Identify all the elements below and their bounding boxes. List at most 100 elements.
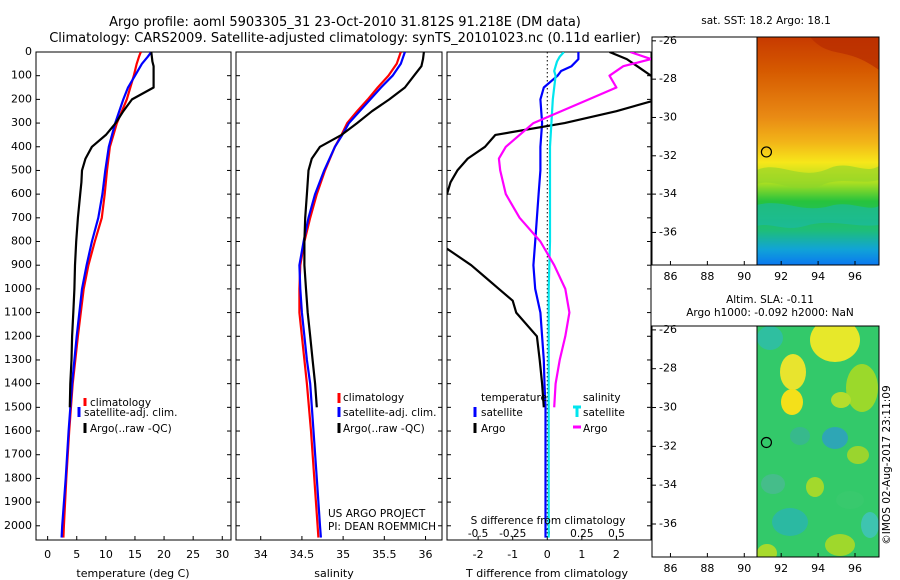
temperature-panel: 0 5 10 15 20 25 30 0 100 200 300 400 500 600 700 800 90… [4, 45, 232, 580]
series-line-satellite-adj-clim- [60, 52, 153, 538]
series-line-s-satellite [547, 52, 565, 538]
map-x-tick-label: 96 [848, 270, 862, 283]
temperature-axes [35, 51, 232, 541]
sst-cool-band [757, 203, 879, 228]
sla-map-y-ticks: -26 -28 -30 -32 -34 -36 [652, 323, 677, 530]
series-line-argo [68, 52, 155, 408]
salinity-legend: climatology satellite-adj. clim. Argo(..… [337, 392, 436, 435]
sla-blob [831, 392, 851, 408]
y-tick-label: 1300 [4, 353, 32, 366]
map-y-tick-label: -30 [659, 110, 677, 123]
sla-blob [825, 534, 855, 556]
argo-location-marker [760, 146, 773, 158]
x-tick-label: 10 [99, 548, 113, 561]
t-diff-label: T difference from climatology [465, 567, 628, 580]
t-tick-label: 2 [613, 548, 620, 561]
sst-map-panel: sat. SST: 18.2 Argo: 18.1 86 88 90 92 94 96 -… [651, 15, 880, 283]
salinity-y-ticks [236, 51, 442, 527]
difference-legend: temperature salinity satellite Argo sate… [473, 392, 625, 435]
series-line-satellite-adj-clim- [298, 52, 406, 538]
x-tick-label: 30 [215, 548, 229, 561]
depth-y-ticks: 0 100 200 300 400 500 600 700 800 900 1000 1100 1200… [4, 45, 231, 532]
legend-t-satellite: satellite [481, 407, 523, 419]
y-tick-label: 1200 [4, 329, 32, 342]
sst-map-axes [651, 36, 880, 266]
legend-salinity-title: salinity [583, 392, 621, 404]
temperature-x-ticks: 0 5 10 15 20 25 30 [44, 536, 229, 561]
legend-climatology: climatology [90, 397, 151, 409]
x-tick-label: 15 [128, 548, 142, 561]
temperature-lines [60, 52, 155, 538]
sst-warm-patch [810, 37, 879, 70]
map-y-tick-label: -36 [659, 517, 677, 530]
map-y-tick-label: -36 [659, 225, 677, 238]
credit-pi: PI: DEAN ROEMMICH [328, 521, 436, 533]
y-tick-label: 2000 [4, 519, 32, 532]
header-line2: Climatology: CARS2009. Satellite-adjuste… [49, 31, 641, 46]
y-tick-label: 1600 [4, 424, 32, 437]
y-tick-label: 1500 [4, 400, 32, 413]
temperature-legend: climatology satellite-adj. clim. Argo(..… [77, 397, 177, 435]
x-tick-label: 34 [254, 548, 268, 561]
sst-map-title: sat. SST: 18.2 Argo: 18.1 [701, 15, 831, 27]
sla-blob [810, 326, 860, 362]
series-line-t-argo [447, 52, 651, 408]
series-line-climatology [298, 52, 402, 538]
x-tick-label: 25 [186, 548, 200, 561]
salinity-axes [235, 51, 443, 541]
sla-map-panel: Altim. SLA: -0.11 Argo h1000: -0.092 h20… [651, 294, 880, 575]
x-tick-label: 34.5 [290, 548, 315, 561]
t-tick-label: -2 [473, 548, 484, 561]
y-tick-label: 1000 [4, 282, 32, 295]
y-tick-label: 700 [11, 211, 32, 224]
y-tick-label: 1400 [4, 377, 32, 390]
header-line1: Argo profile: aoml 5903305_31 23-Oct-201… [109, 15, 581, 30]
map-x-tick-label: 86 [663, 562, 677, 575]
sla-map-axes [651, 325, 880, 558]
t-tick-label: 0 [544, 548, 551, 561]
sla-blob [781, 389, 803, 415]
s-tick-label: -0.5 [468, 528, 489, 540]
y-tick-label: 200 [11, 92, 32, 105]
y-tick-label: 600 [11, 187, 32, 200]
s-tick-label: 0.25 [570, 528, 593, 540]
y-tick-label: 0 [25, 45, 32, 58]
y-tick-label: 300 [11, 116, 32, 129]
sla-blob [847, 446, 869, 464]
x-tick-label: 36 [419, 548, 433, 561]
sla-blob [757, 326, 783, 350]
s-tick-label: -0.25 [499, 528, 526, 540]
y-tick-label: 100 [11, 69, 32, 82]
sla-field [757, 326, 879, 557]
difference-y-ticks [447, 51, 651, 527]
y-tick-label: 1800 [4, 471, 32, 484]
y-tick-label: 1700 [4, 448, 32, 461]
x-tick-label: 20 [157, 548, 171, 561]
legend-temperature-title: temperature [481, 392, 547, 404]
legend-t-argo: Argo [481, 423, 505, 435]
map-y-tick-label: -32 [659, 439, 677, 452]
map-y-tick-label: -26 [659, 34, 677, 47]
y-tick-label: 500 [11, 163, 32, 176]
map-x-tick-label: 92 [774, 270, 788, 283]
x-tick-label: 35 [336, 548, 350, 561]
map-x-tick-label: 86 [663, 270, 677, 283]
map-y-tick-label: -28 [659, 72, 677, 85]
temperature-xlabel: temperature (deg C) [76, 567, 189, 580]
sla-blob [772, 508, 808, 536]
credit-project: US ARGO PROJECT [328, 508, 426, 520]
x-tick-label: 0 [44, 548, 51, 561]
map-y-tick-label: -34 [659, 478, 677, 491]
t-tick-label: 1 [578, 548, 585, 561]
t-tick-label: -1 [507, 548, 518, 561]
sla-blob [861, 512, 879, 538]
map-x-tick-label: 94 [811, 270, 825, 283]
difference-x-ticks: -2 -1 0 1 2 -0.5 -0.25 0 0.25 0.5 [468, 528, 625, 561]
sla-blob [757, 544, 777, 557]
map-y-tick-label: -28 [659, 362, 677, 375]
sst-field [757, 37, 879, 265]
map-y-tick-label: -32 [659, 149, 677, 162]
legend-satellite: satellite-adj. clim. [84, 407, 177, 419]
sla-blob [822, 427, 848, 449]
y-tick-label: 1900 [4, 495, 32, 508]
